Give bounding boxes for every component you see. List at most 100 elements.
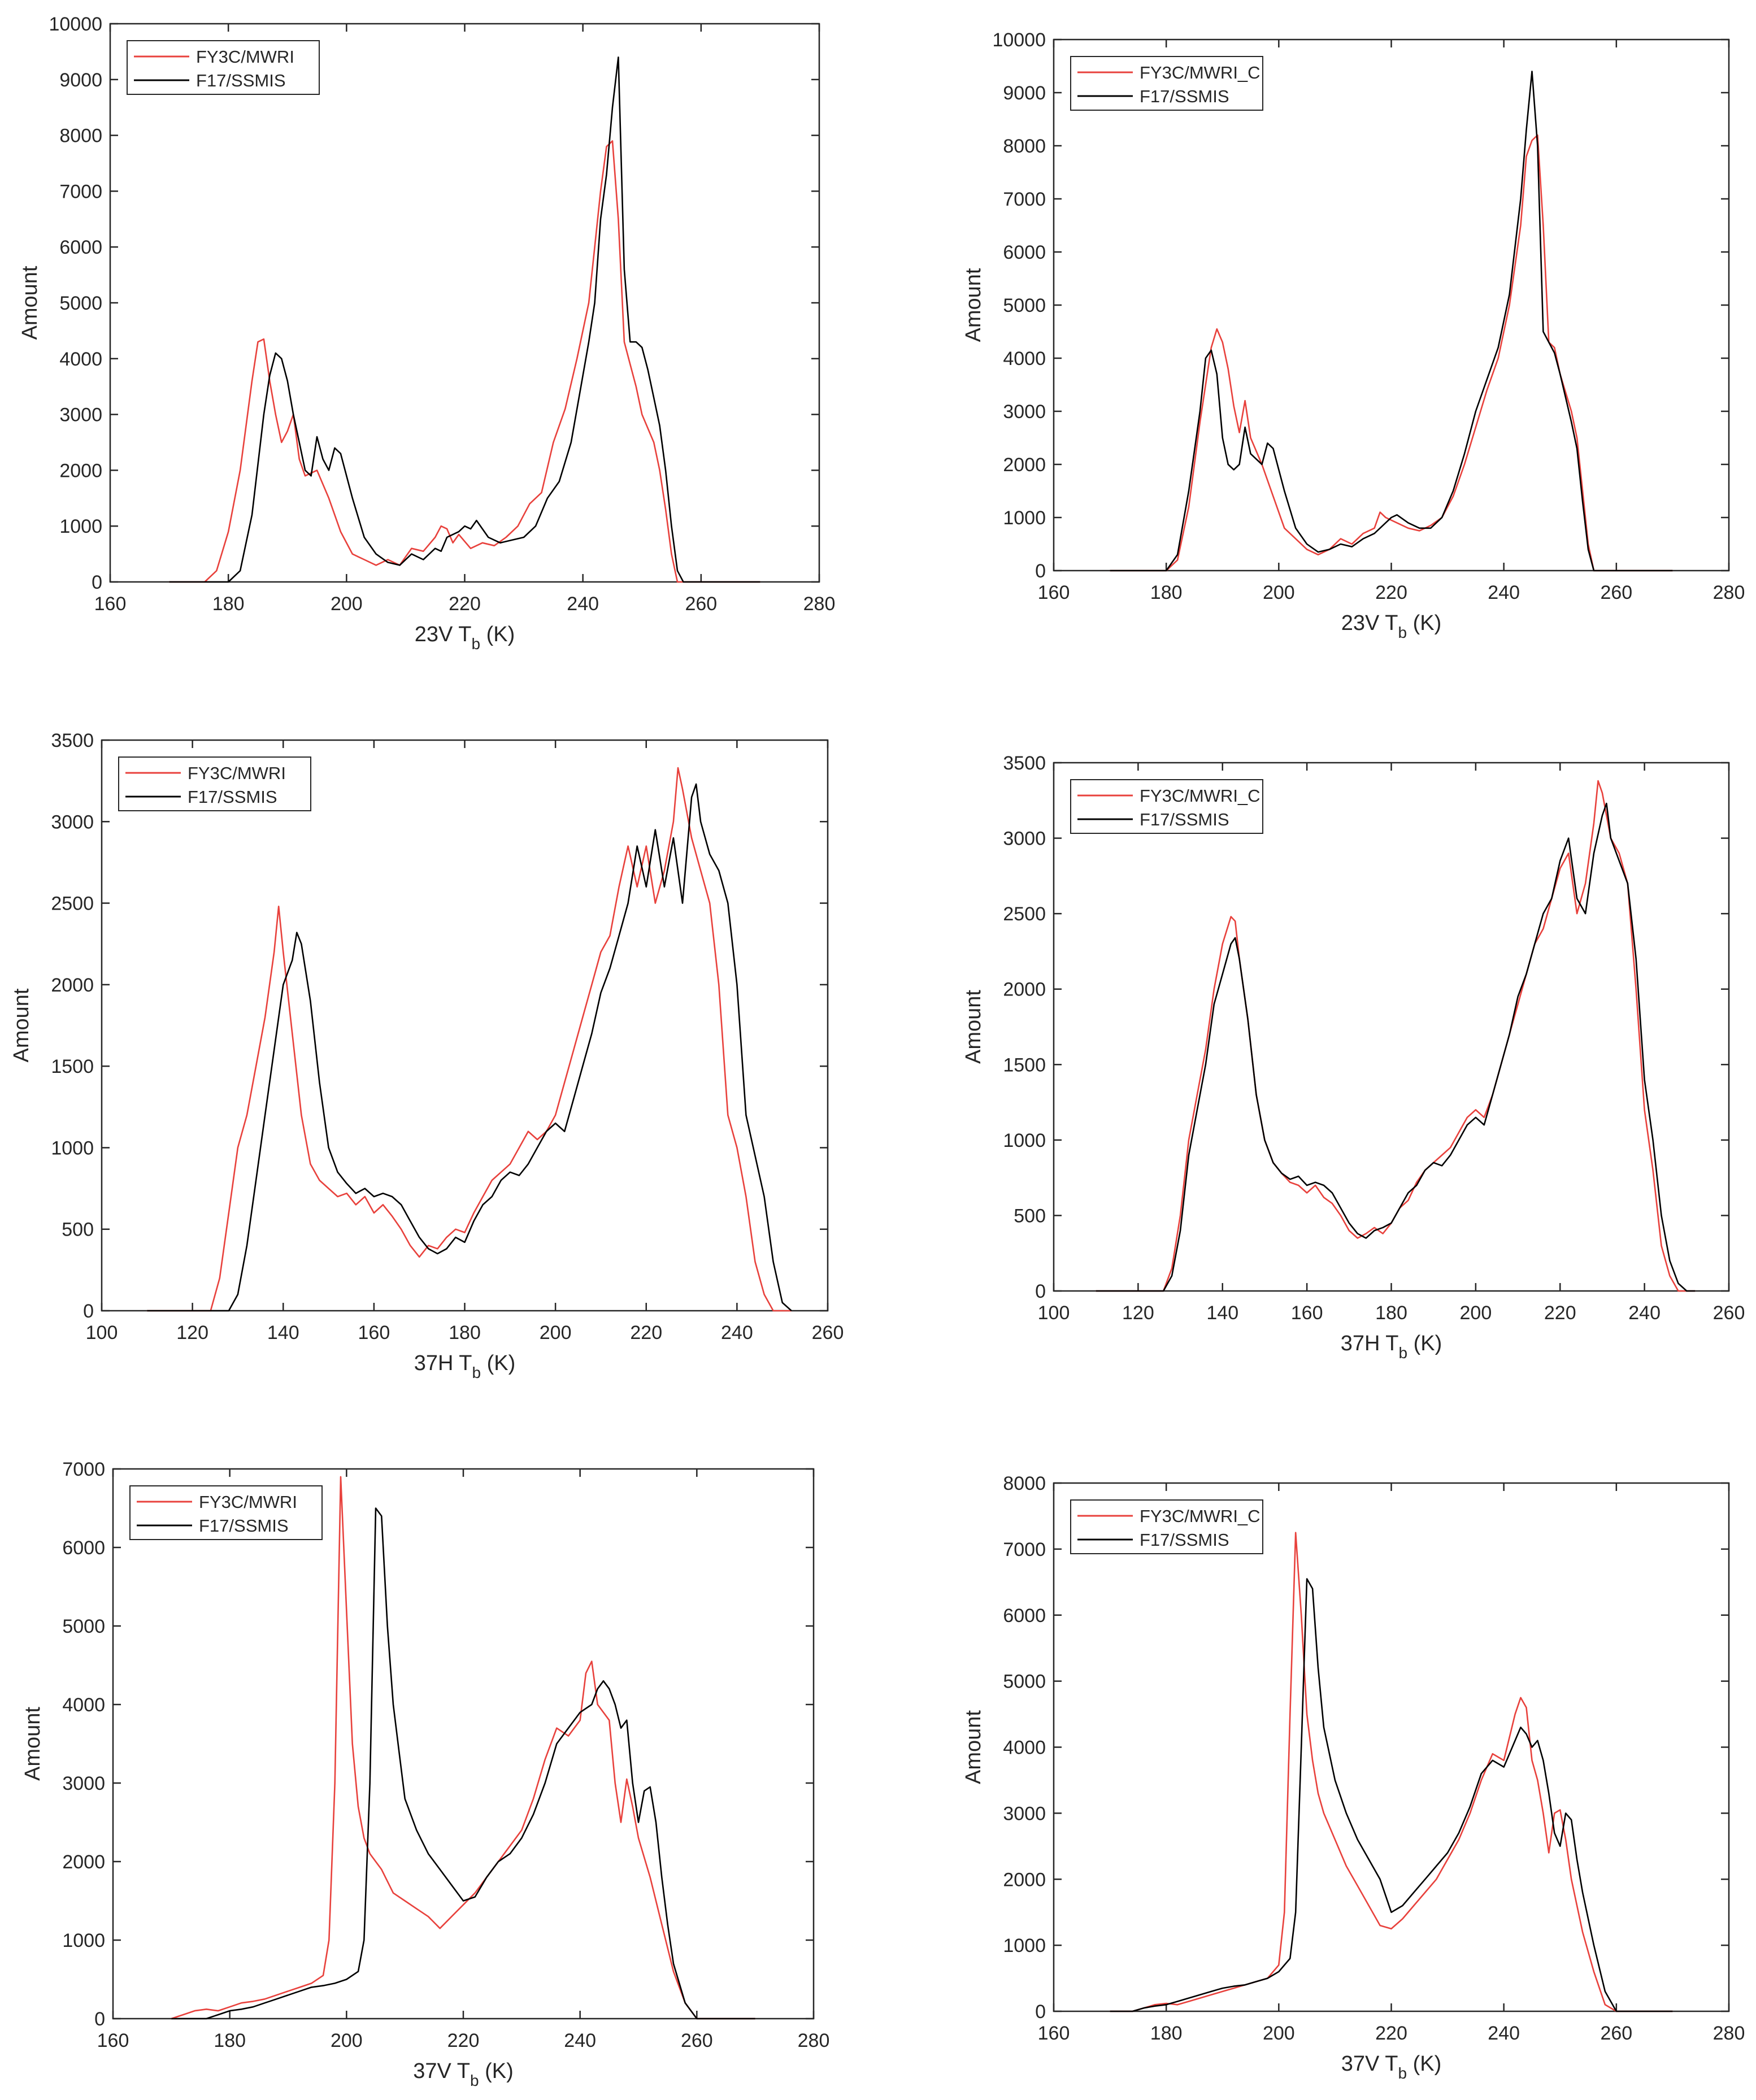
legend-box <box>1070 56 1263 111</box>
x-axis-label-unit: (K) <box>481 1351 515 1375</box>
y-tick-label: 5000 <box>59 293 102 314</box>
y-tick-label: 7000 <box>59 181 102 202</box>
x-axis-label: 23V Tb (K) <box>1341 611 1442 641</box>
y-tick-label: 0 <box>1035 2001 1046 2023</box>
x-tick-label: 160 <box>1038 2023 1070 2044</box>
plot-area-frame <box>101 739 829 1312</box>
y-tick-label: 1000 <box>1003 1935 1046 1956</box>
y-tick-label: 0 <box>1035 1281 1046 1302</box>
x-tick-label: 220 <box>449 593 481 615</box>
legend-entry: F17/SSMIS <box>1140 810 1229 829</box>
y-tick-label: 4000 <box>62 1694 105 1716</box>
y-axis-label: Amount <box>962 268 985 342</box>
y-tick-label: 2000 <box>62 1851 105 1873</box>
series-line-fy3c <box>1110 1532 1673 2012</box>
plot-area-frame <box>1053 1482 1730 2012</box>
x-tick-label: 280 <box>803 593 836 615</box>
x-axis-label-subscript: b <box>471 635 480 653</box>
y-tick-label: 3000 <box>1003 828 1046 850</box>
legend: FY3C/MWRI_C F17/SSMIS <box>1070 56 1263 111</box>
y-tick-label: 6000 <box>62 1537 105 1559</box>
x-axis-label-subscript: b <box>1398 2064 1407 2082</box>
x-tick-label: 160 <box>97 2030 129 2051</box>
y-tick-label: 2000 <box>51 975 94 996</box>
x-tick-label: 120 <box>1122 1302 1154 1324</box>
x-axis-label: 37V Tb (K) <box>1341 2052 1442 2082</box>
legend-box <box>127 40 320 95</box>
y-tick-label: 8000 <box>1003 136 1046 157</box>
x-tick-label: 200 <box>331 2030 363 2051</box>
chart-panel-c: 100 120 140 160 180 200 220 240 260 0 500 1000 1500 2… <box>10 730 844 1381</box>
plot-area-frame <box>109 23 820 583</box>
legend: FY3C/MWRI_C F17/SSMIS <box>1070 1499 1263 1554</box>
y-tick-label: 7000 <box>1003 189 1046 210</box>
y-tick-label: 3000 <box>62 1773 105 1794</box>
y-tick-label: 1500 <box>1003 1054 1046 1076</box>
y-tick-label: 5000 <box>1003 1671 1046 1693</box>
x-tick-label: 260 <box>1713 1302 1745 1324</box>
x-tick-label: 160 <box>1291 1302 1323 1324</box>
series-line-fy3c <box>1110 134 1673 572</box>
x-tick-label: 260 <box>812 1322 844 1344</box>
x-axis-label-main: 37H T <box>414 1351 472 1375</box>
x-axis-label: 37H Tb (K) <box>1341 1332 1442 1362</box>
x-axis-label-main: 37H T <box>1341 1332 1399 1355</box>
series-line-fy3c <box>171 1476 755 2020</box>
x-tick-label: 160 <box>1038 582 1070 603</box>
legend-entry: FY3C/MWRI <box>199 1492 297 1512</box>
legend-box <box>1070 1499 1263 1554</box>
series-line-f17 <box>169 56 760 583</box>
y-tick-label: 1000 <box>1003 507 1046 529</box>
y-tick-label: 7000 <box>1003 1539 1046 1560</box>
y-tick-label: 2500 <box>1003 903 1046 925</box>
x-axis-label-subscript: b <box>472 1364 481 1381</box>
legend: FY3C/MWRI F17/SSMIS <box>129 1485 323 1540</box>
chart-panel-d: 100 120 140 160 180 200 220 240 260 0 500 1000 1500 2… <box>962 753 1745 1362</box>
legend-box <box>129 1485 323 1540</box>
y-tick-label: 1500 <box>51 1056 94 1077</box>
legend-entry: FY3C/MWRI <box>196 47 294 67</box>
legend: FY3C/MWRI F17/SSMIS <box>118 756 311 811</box>
x-tick-label: 260 <box>1600 2023 1632 2044</box>
x-axis-label-unit: (K) <box>1407 611 1441 635</box>
y-tick-label: 2000 <box>1003 1869 1046 1890</box>
y-tick-label: 5000 <box>1003 295 1046 316</box>
plot-area-frame <box>1053 762 1730 1292</box>
y-tick-label: 3000 <box>51 811 94 833</box>
x-axis-label-main: 37V T <box>1341 2052 1398 2076</box>
legend-entry: F17/SSMIS <box>1140 1530 1229 1550</box>
x-tick-label: 180 <box>214 2030 246 2051</box>
y-tick-label: 500 <box>1014 1205 1046 1227</box>
x-tick-label: 200 <box>1460 1302 1492 1324</box>
y-tick-label: 0 <box>92 572 102 593</box>
x-tick-label: 240 <box>1488 582 1520 603</box>
x-axis-label: 37V Tb (K) <box>413 2059 514 2089</box>
y-axis-label: Amount <box>962 990 985 1064</box>
x-tick-label: 260 <box>685 593 717 615</box>
y-tick-label: 9000 <box>1003 82 1046 104</box>
plot-area-frame <box>112 1468 815 2020</box>
y-tick-label: 1000 <box>51 1137 94 1159</box>
x-tick-label: 160 <box>94 593 127 615</box>
x-axis-label-unit: (K) <box>1407 2052 1441 2076</box>
x-tick-label: 240 <box>567 593 599 615</box>
y-tick-label: 3000 <box>59 405 102 426</box>
x-tick-label: 220 <box>447 2030 480 2051</box>
legend-entry: F17/SSMIS <box>188 787 277 807</box>
y-tick-label: 3000 <box>1003 1803 1046 1824</box>
x-tick-label: 200 <box>1263 2023 1295 2044</box>
x-tick-label: 280 <box>1713 582 1745 603</box>
x-tick-label: 260 <box>1600 582 1632 603</box>
y-tick-label: 6000 <box>59 237 102 258</box>
series-line-f17 <box>147 783 792 1312</box>
chart-panel-a: 160 180 200 220 240 260 280 0 1000 2000 3000 4000 50… <box>18 14 835 653</box>
x-tick-label: 280 <box>798 2030 830 2051</box>
x-axis-label-main: 23V T <box>415 623 472 646</box>
x-tick-label: 200 <box>331 593 363 615</box>
y-tick-label: 2500 <box>51 893 94 915</box>
y-tick-label: 1000 <box>1003 1130 1046 1151</box>
x-tick-label: 220 <box>630 1322 662 1344</box>
series-line-fy3c <box>147 767 792 1312</box>
x-axis-label-subscript: b <box>1398 624 1407 641</box>
